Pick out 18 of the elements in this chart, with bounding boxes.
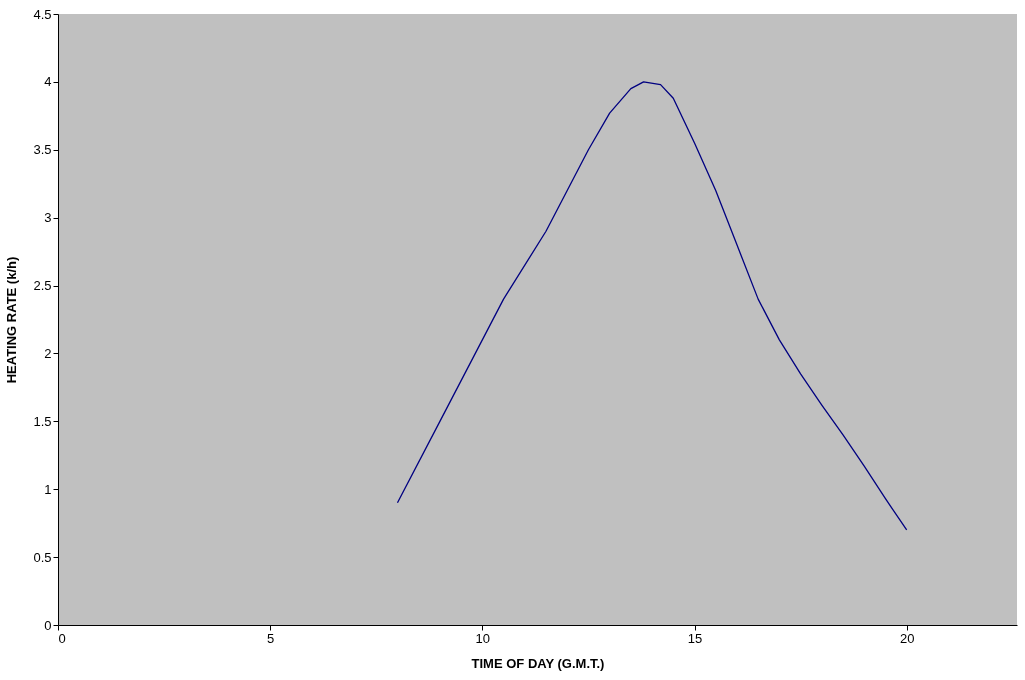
- x-tick-label: 5: [267, 630, 275, 646]
- x-tick-label: 20: [899, 630, 915, 646]
- y-tick-label: 0: [44, 617, 52, 633]
- y-tick-label: 4: [44, 74, 52, 90]
- y-tick-label: 3: [44, 210, 52, 226]
- y-tick-label: 2.5: [33, 278, 52, 294]
- y-tick-label: 2: [44, 345, 52, 361]
- y-tick-label: 1: [44, 481, 52, 497]
- x-tick-label: 0: [58, 630, 66, 646]
- y-axis-title: HEATING RATE (k/h): [4, 256, 20, 384]
- y-tick-label: 0.5: [33, 549, 52, 565]
- y-tick-label: 3.5: [33, 142, 52, 158]
- line-series: [396, 81, 908, 531]
- x-axis-title: TIME OF DAY (G.M.T.): [471, 655, 605, 671]
- y-tick-label: 4.5: [33, 6, 52, 22]
- y-tick-label: 1.5: [33, 413, 52, 429]
- x-tick-label: 10: [475, 630, 491, 646]
- x-tick-label: 15: [687, 630, 703, 646]
